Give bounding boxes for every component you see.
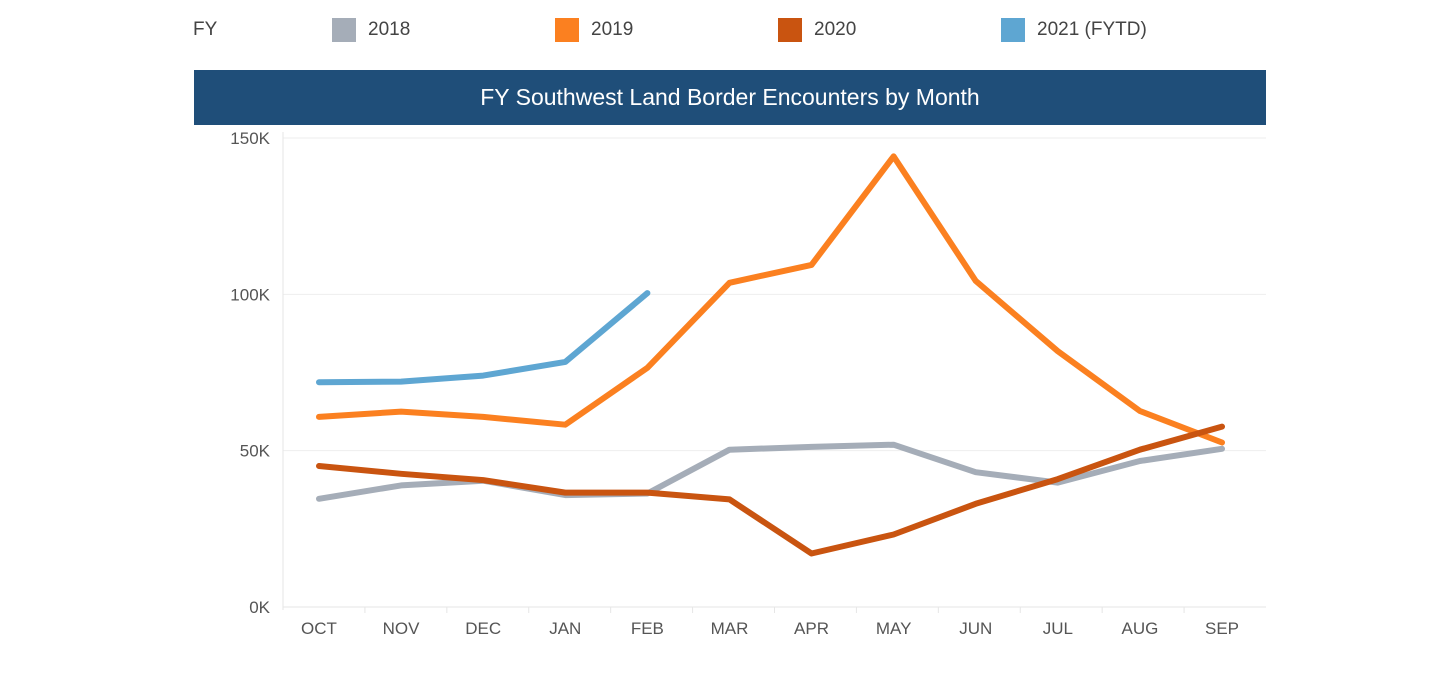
x-tick-label: FEB	[631, 619, 664, 638]
series-line-2021	[316, 290, 651, 386]
x-tick-label: MAY	[876, 619, 912, 638]
legend: FY 2018 2019 2020 2021 (FYTD)	[0, 0, 1456, 60]
legend-item-2019[interactable]: 2019	[555, 17, 633, 43]
legend-item-2018[interactable]: 2018	[332, 17, 410, 43]
legend-swatch-2021	[1001, 18, 1025, 42]
y-tick-label: 150K	[230, 129, 270, 148]
x-tick-label: APR	[794, 619, 829, 638]
x-tick-label: AUG	[1121, 619, 1158, 638]
x-tick-label: SEP	[1205, 619, 1239, 638]
legend-label-2019: 2019	[591, 19, 634, 40]
legend-item-2020[interactable]: 2020	[778, 17, 856, 43]
y-tick-label: 100K	[230, 285, 270, 304]
y-tick-label: 50K	[240, 442, 271, 461]
legend-label-2021: 2021 (FYTD)	[1037, 19, 1147, 40]
y-tick-label: 0K	[249, 598, 270, 617]
x-tick-label: MAR	[711, 619, 749, 638]
legend-item-2021[interactable]: 2021 (FYTD)	[1001, 17, 1147, 43]
chart-title-bar: FY Southwest Land Border Encounters by M…	[194, 70, 1266, 125]
x-tick-label: JUL	[1043, 619, 1073, 638]
x-tick-label: OCT	[301, 619, 337, 638]
legend-swatch-2018	[332, 18, 356, 42]
x-tick-label: JUN	[959, 619, 992, 638]
x-tick-label: NOV	[383, 619, 421, 638]
x-tick-label: DEC	[465, 619, 501, 638]
x-tick-label: JAN	[549, 619, 581, 638]
legend-label-2020: 2020	[814, 19, 857, 40]
series-line-2020	[316, 423, 1225, 557]
legend-swatch-2019	[555, 18, 579, 42]
legend-swatch-2020	[778, 18, 802, 42]
series-line-2019	[316, 153, 1225, 446]
legend-title: FY	[193, 19, 218, 40]
legend-label-2018: 2018	[368, 19, 411, 40]
chart-title: FY Southwest Land Border Encounters by M…	[480, 84, 980, 110]
